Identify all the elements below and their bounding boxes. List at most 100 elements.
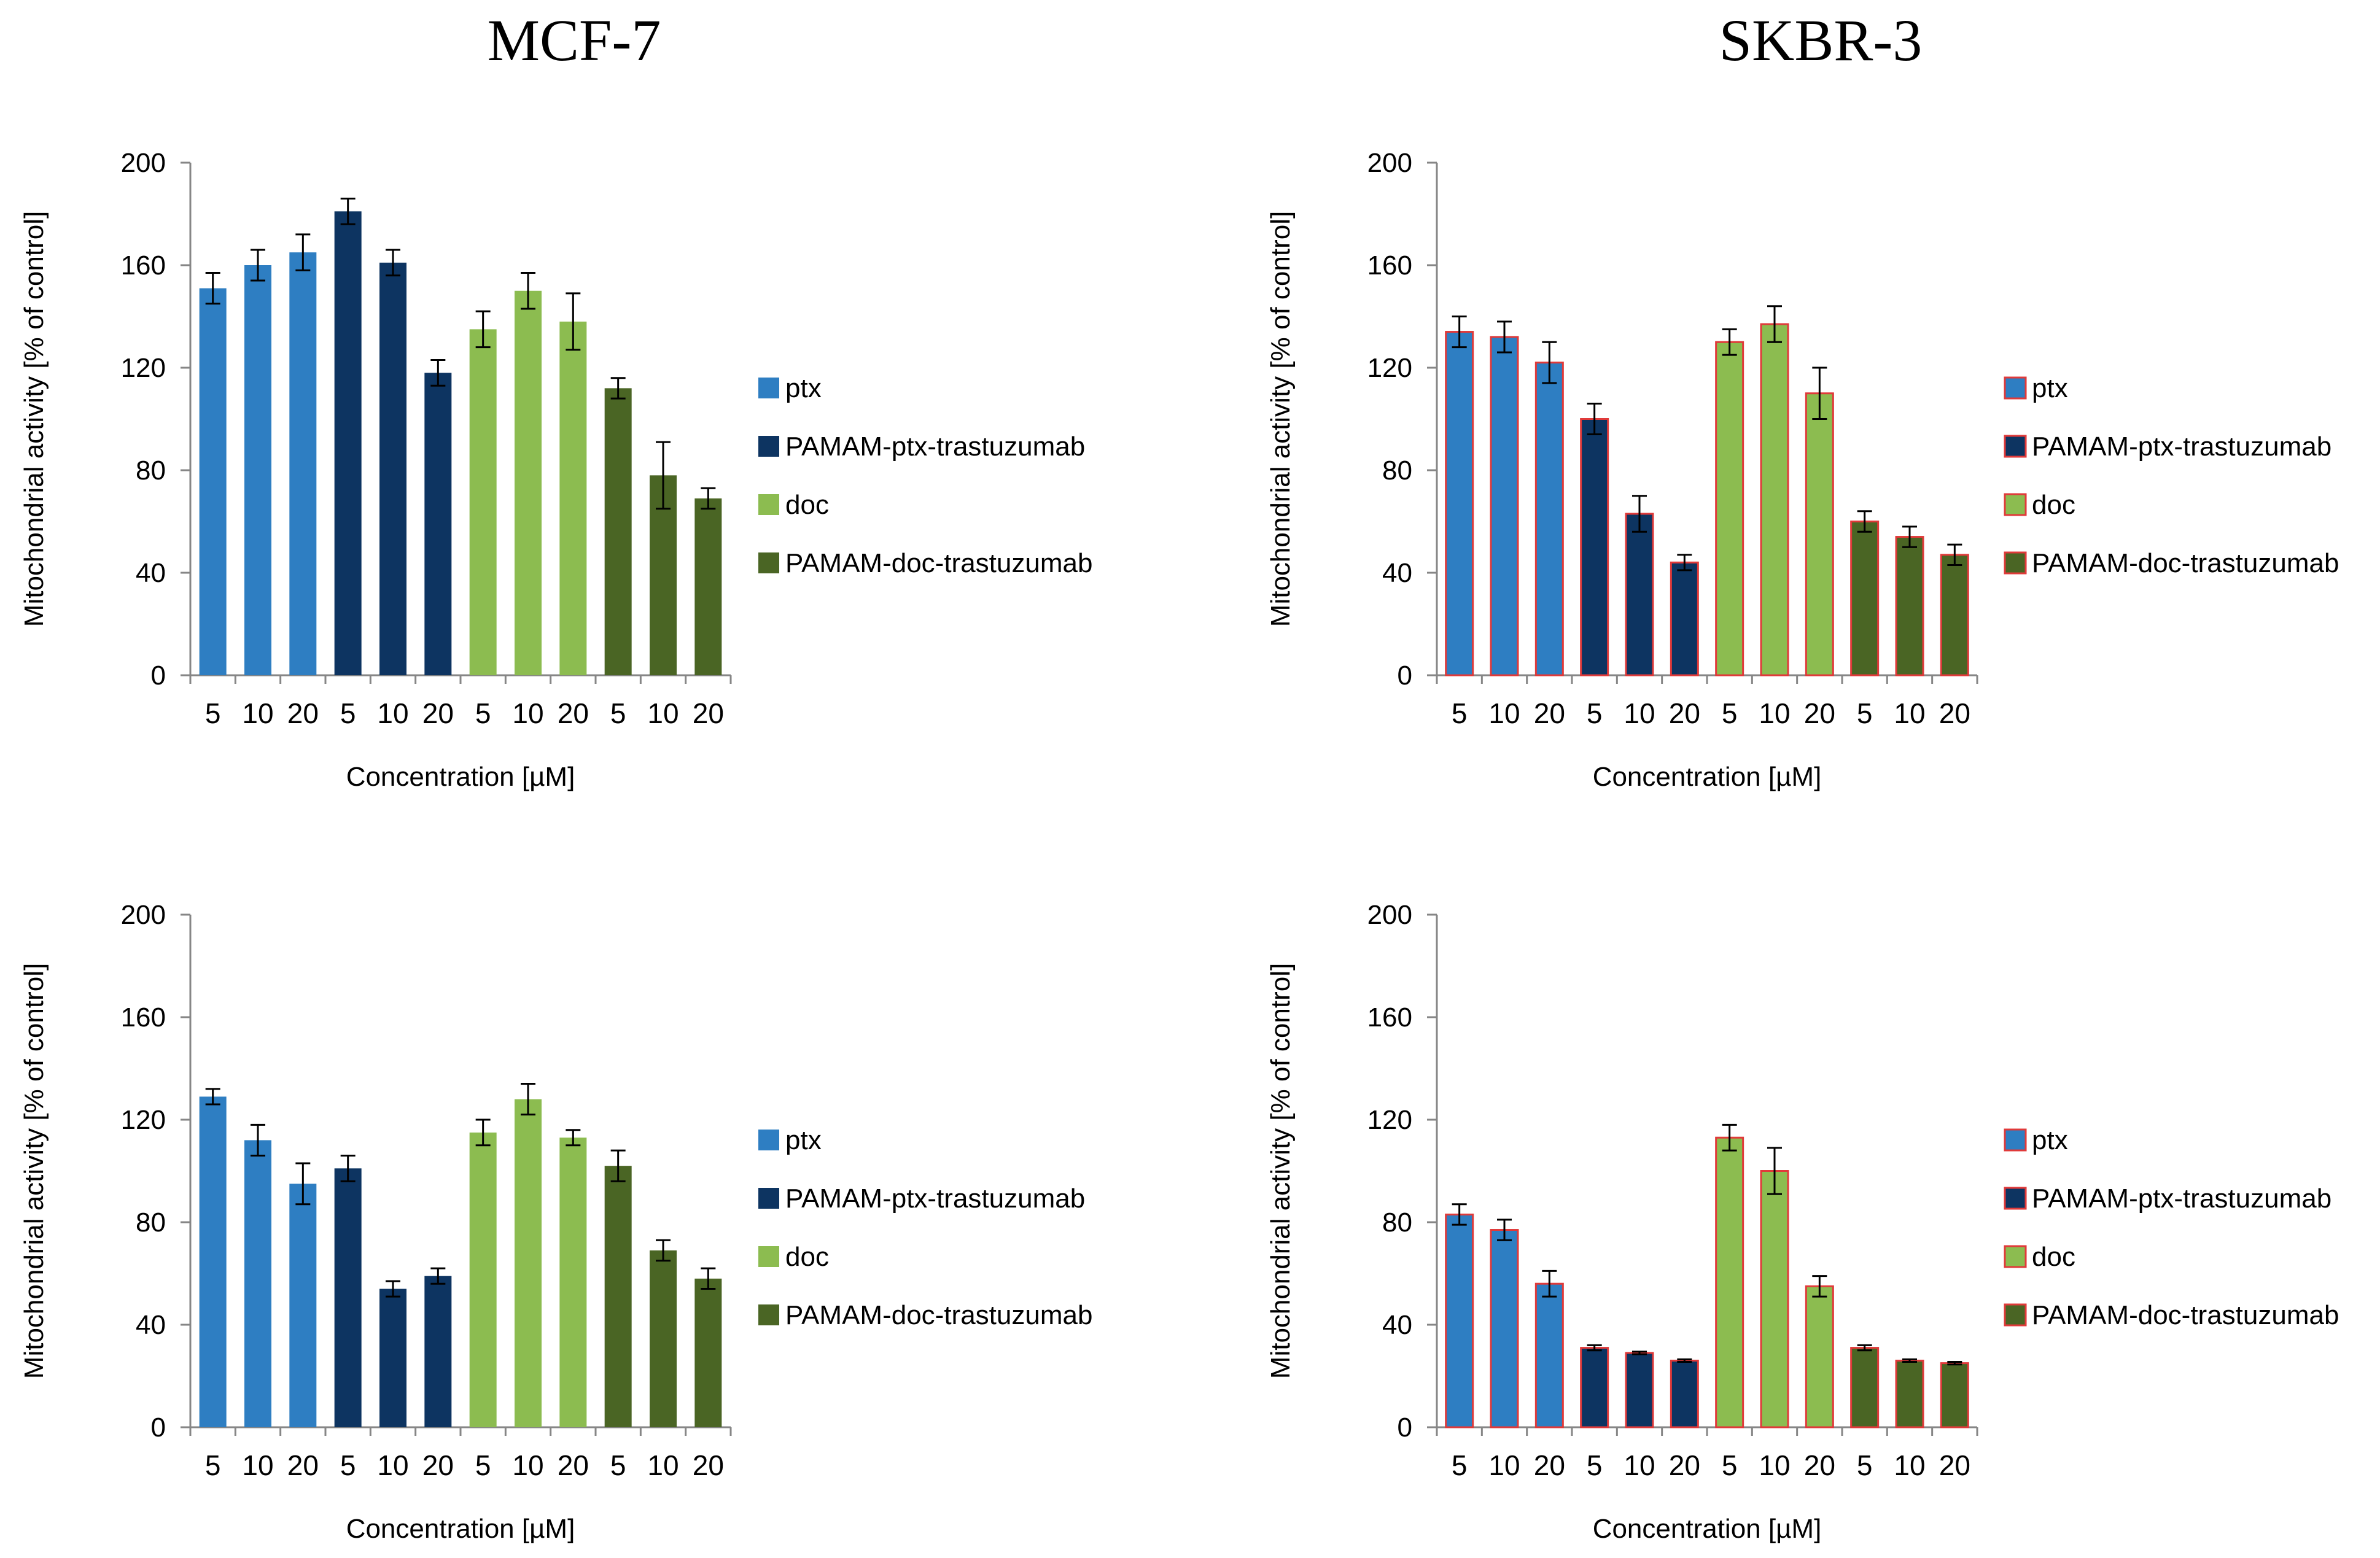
x-tick-label: 20 — [422, 697, 454, 729]
chart-mcf7-bottom: 0 40 80 120 160 200 Mitochondrial activity [% … — [19, 900, 1092, 1544]
x-tick-label: 10 — [1488, 1449, 1520, 1481]
title-skbr3: SKBR-3 — [1719, 7, 1923, 73]
y-tick-label: 120 — [121, 1105, 166, 1135]
bar — [334, 211, 362, 675]
bar — [199, 1096, 227, 1427]
legend-swatch — [758, 494, 779, 515]
legend-label: ptx — [785, 373, 822, 403]
x-tick-label: 20 — [693, 1449, 724, 1481]
bar — [244, 265, 271, 675]
bar — [1940, 554, 1969, 676]
legend-swatch — [2004, 493, 2027, 516]
bar — [1490, 1229, 1519, 1428]
x-tick-label: 5 — [205, 697, 221, 729]
legend-label: PAMAM-ptx-trastuzumab — [785, 1184, 1085, 1214]
bar — [1490, 336, 1519, 676]
y-tick-label: 80 — [1382, 1207, 1412, 1238]
legend-swatch — [2004, 1245, 2027, 1268]
legend-swatch — [758, 378, 779, 398]
legend-swatch — [758, 1188, 779, 1209]
x-tick-label: 5 — [475, 1449, 491, 1481]
x-tick-label: 10 — [377, 1449, 408, 1481]
x-tick-label: 20 — [1939, 1449, 1970, 1481]
x-tick-label: 20 — [693, 697, 724, 729]
x-tick-label: 10 — [1488, 697, 1520, 729]
x-tick-label: 10 — [647, 697, 679, 729]
y-tick-label: 0 — [1398, 1413, 1412, 1443]
bar — [1715, 1136, 1744, 1428]
x-tick-label: 5 — [1587, 1449, 1603, 1481]
x-tick-label: 5 — [1452, 1449, 1468, 1481]
x-tick-label: 10 — [1624, 1449, 1655, 1481]
x-tick-label: 5 — [340, 1449, 356, 1481]
bar — [199, 288, 227, 675]
bar — [424, 373, 452, 675]
bar — [604, 388, 632, 675]
bar — [1895, 536, 1924, 676]
x-tick-label: 20 — [1804, 1449, 1835, 1481]
legend-label: ptx — [2032, 1125, 2068, 1155]
x-tick-label: 10 — [1759, 697, 1790, 729]
bar — [515, 1099, 542, 1427]
legend-swatch — [758, 1130, 779, 1150]
bar — [1850, 521, 1880, 676]
x-axis-title: Concentration [µM] — [1593, 1514, 1822, 1544]
x-tick-label: 10 — [242, 697, 273, 729]
y-axis-title: Mitochondrial activity [% of control] — [1266, 963, 1296, 1379]
x-tick-label: 10 — [1624, 697, 1655, 729]
x-tick-label: 20 — [1939, 697, 1970, 729]
x-tick-label: 20 — [1669, 697, 1700, 729]
legend: ptx PAMAM-ptx-trastuzumab doc PAMAM-doc-tra… — [2004, 1125, 2339, 1330]
x-tick-label: 10 — [512, 697, 543, 729]
y-tick-label: 0 — [151, 1413, 166, 1443]
x-tick-label: 10 — [1759, 1449, 1790, 1481]
bar — [559, 321, 587, 675]
x-tick-label: 20 — [1534, 697, 1565, 729]
legend-label: PAMAM-ptx-trastuzumab — [785, 432, 1085, 462]
bar — [469, 329, 497, 675]
y-axis-title: Mitochondrial activity [% of control] — [1266, 211, 1296, 627]
x-tick-label: 10 — [242, 1449, 273, 1481]
y-tick-label: 80 — [1382, 455, 1412, 486]
y-tick-label: 160 — [1367, 1002, 1412, 1033]
bar — [1805, 1285, 1834, 1428]
x-tick-label: 10 — [1894, 697, 1925, 729]
x-tick-label: 20 — [1804, 697, 1835, 729]
x-tick-label: 10 — [647, 1449, 679, 1481]
bar — [1534, 1282, 1564, 1428]
bar — [379, 1289, 406, 1427]
bar — [1895, 1359, 1924, 1428]
y-tick-label: 0 — [1398, 661, 1412, 691]
x-axis-title: Concentration [µM] — [346, 1514, 575, 1544]
y-tick-label: 120 — [1367, 1105, 1412, 1135]
x-axis-title: Concentration [µM] — [346, 762, 575, 792]
x-tick-label: 5 — [1857, 1449, 1873, 1481]
legend: ptx PAMAM-ptx-trastuzumab doc PAMAM-doc-tra… — [758, 373, 1092, 578]
bar — [694, 498, 722, 675]
x-tick-label: 20 — [1669, 1449, 1700, 1481]
x-tick-label: 5 — [1857, 697, 1873, 729]
legend-swatch — [2004, 551, 2027, 575]
bar — [559, 1137, 587, 1427]
x-tick-label: 20 — [558, 697, 589, 729]
bar — [604, 1166, 632, 1427]
y-tick-label: 80 — [136, 455, 166, 486]
bar — [1625, 513, 1654, 676]
x-tick-label: 5 — [610, 1449, 626, 1481]
y-tick-label: 160 — [121, 250, 166, 281]
chart-skbr3-bottom: 0 40 80 120 160 200 Mitochondrial activity [% … — [1266, 900, 2339, 1544]
bar — [244, 1140, 271, 1427]
bar — [1670, 561, 1699, 676]
legend-label: PAMAM-ptx-trastuzumab — [2032, 1184, 2331, 1214]
x-tick-label: 5 — [1587, 697, 1603, 729]
bar — [1534, 362, 1564, 676]
x-tick-label: 5 — [205, 1449, 221, 1481]
x-axis-title: Concentration [µM] — [1593, 762, 1822, 792]
legend-swatch — [2004, 435, 2027, 458]
legend-swatch — [2004, 1187, 2027, 1210]
y-tick-label: 120 — [121, 353, 166, 383]
x-tick-label: 20 — [422, 1449, 454, 1481]
bar — [1805, 392, 1834, 676]
bar — [1715, 341, 1744, 676]
bar — [469, 1132, 497, 1427]
